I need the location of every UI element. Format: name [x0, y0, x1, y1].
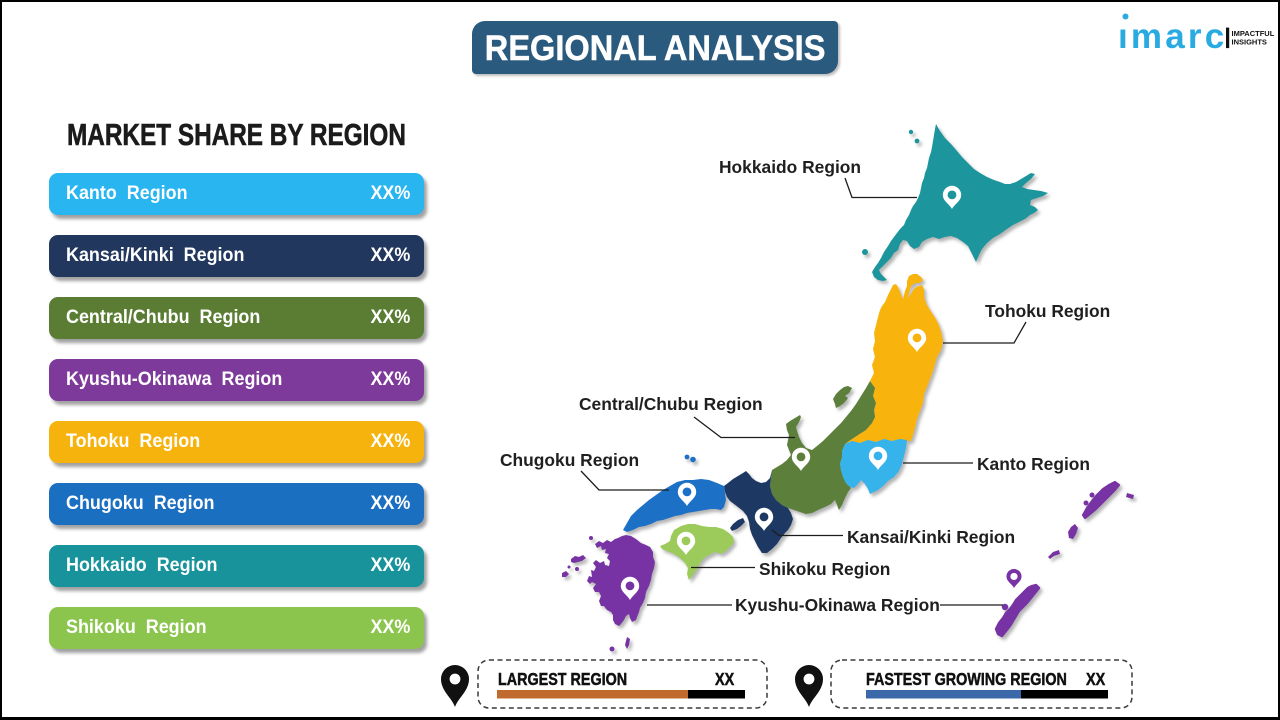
- svg-text:INSIGHTS: INSIGHTS: [1232, 38, 1267, 47]
- svg-text:IMPACTFUL: IMPACTFUL: [1232, 29, 1275, 38]
- svg-text:ımarc: ımarc: [1118, 17, 1227, 56]
